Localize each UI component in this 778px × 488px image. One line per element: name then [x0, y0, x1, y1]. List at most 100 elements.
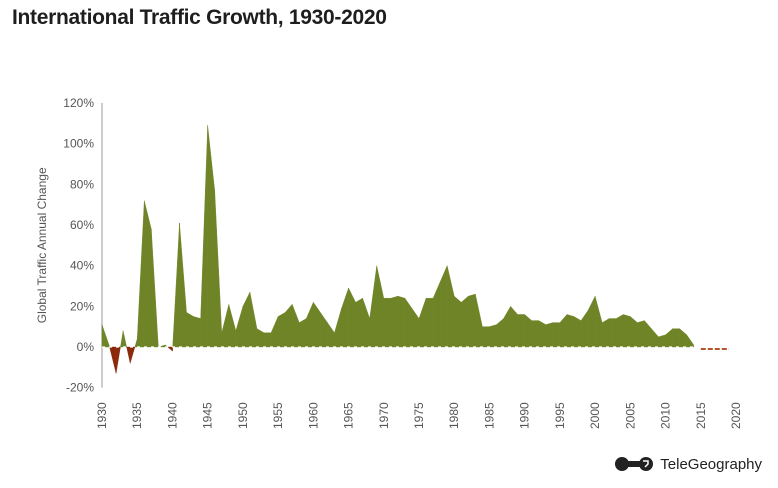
y-tick-label: 60%	[70, 218, 94, 232]
positive-area-segment	[327, 321, 335, 348]
positive-area-segment	[134, 338, 138, 348]
negative-area-segment	[115, 346, 121, 374]
positive-area-segment	[531, 320, 539, 348]
positive-area-segment	[637, 320, 645, 348]
positive-area-segment	[439, 265, 448, 348]
x-tick-label: 1960	[306, 402, 320, 429]
x-tick-label: 1955	[271, 402, 285, 429]
x-tick-label: 1940	[165, 402, 179, 429]
positive-area-segment	[397, 295, 406, 348]
x-tick-label: 1985	[482, 402, 496, 429]
positive-area-segment	[468, 293, 476, 348]
positive-area-segment	[475, 294, 483, 348]
positive-area-segment	[313, 301, 321, 348]
positive-area-segment	[594, 296, 603, 348]
positive-area-segment	[193, 316, 201, 348]
negative-area-segment	[167, 346, 173, 352]
positive-area-segment	[292, 304, 300, 348]
x-tick-label: 2020	[729, 402, 743, 429]
x-tick-label: 2005	[623, 402, 637, 429]
negative-area-segment	[126, 346, 131, 364]
positive-area-segment	[538, 320, 546, 348]
positive-area-segment	[404, 297, 413, 348]
positive-area-segment	[651, 328, 659, 348]
positive-area-segment	[665, 328, 673, 348]
positive-area-segment	[200, 125, 208, 348]
positive-area-segment	[355, 297, 363, 348]
x-tick-label: 1930	[95, 402, 109, 429]
positive-area-segment	[151, 229, 159, 348]
positive-area-segment	[144, 200, 152, 348]
positive-area-segment	[263, 332, 272, 348]
positive-area-segment	[383, 298, 392, 348]
y-tick-label: -20%	[66, 381, 94, 395]
positive-area-segment	[362, 298, 370, 348]
positive-area-segment	[432, 281, 441, 348]
positive-area-segment	[348, 287, 356, 348]
positive-area-segment	[299, 318, 307, 348]
positive-area-segment	[559, 313, 568, 348]
x-tick-label: 1990	[518, 402, 532, 429]
positive-area-segment	[376, 265, 384, 348]
positive-area-segment	[411, 307, 420, 348]
positive-area-segment	[179, 222, 187, 348]
positive-area-segment	[270, 316, 279, 348]
positive-area-segment	[101, 324, 110, 348]
x-tick-label: 1950	[236, 402, 250, 429]
positive-area-segment	[623, 314, 631, 348]
x-tick-label: 2015	[694, 402, 708, 429]
positive-area-segment	[249, 292, 258, 348]
positive-area-segment	[517, 314, 525, 348]
positive-area-segment	[446, 265, 455, 348]
positive-area-segment	[461, 295, 469, 348]
positive-area-segment	[369, 265, 377, 348]
positive-area-segment	[482, 326, 490, 348]
positive-area-segment	[120, 330, 124, 348]
positive-area-segment	[242, 292, 251, 348]
positive-area-segment	[566, 314, 575, 348]
positive-area-segment	[679, 328, 687, 348]
positive-area-segment	[207, 125, 215, 348]
positive-area-segment	[510, 305, 518, 348]
positive-area-segment	[587, 296, 596, 348]
positive-area-segment	[214, 190, 222, 348]
positive-area-segment	[277, 312, 286, 348]
logo-text: TeleGeography	[660, 455, 762, 473]
x-tick-label: 1945	[201, 402, 215, 429]
negative-area-segment	[109, 346, 117, 374]
positive-area-segment	[672, 328, 680, 348]
positive-area-segment	[122, 330, 127, 348]
positive-area-segment	[235, 306, 244, 348]
positive-area-segment	[545, 322, 554, 348]
positive-area-segment	[306, 302, 314, 348]
positive-area-segment	[644, 320, 652, 348]
positive-area-segment	[552, 322, 561, 348]
x-tick-label: 1995	[553, 402, 567, 429]
telegeography-logo: TeleGeography	[614, 455, 762, 473]
positive-area-segment	[341, 287, 349, 348]
y-tick-label: 40%	[70, 259, 94, 273]
positive-area-segment	[186, 312, 194, 348]
positive-area-segment	[503, 305, 511, 348]
x-tick-label: 2000	[588, 402, 602, 429]
y-tick-label: 80%	[70, 177, 94, 191]
positive-area-segment	[630, 316, 638, 348]
positive-area-segment	[580, 309, 589, 348]
positive-area-segment	[658, 334, 666, 348]
positive-area-segment	[425, 298, 434, 348]
positive-area-segment	[221, 304, 229, 348]
positive-area-segment	[686, 334, 694, 348]
x-tick-label: 2010	[659, 402, 673, 429]
positive-area-segment	[601, 318, 610, 348]
y-tick-label: 120%	[63, 96, 94, 110]
positive-area-segment	[390, 295, 399, 348]
y-axis-label: Global Traffic Annual Change	[35, 167, 49, 323]
x-tick-label: 1980	[447, 402, 461, 429]
x-tick-label: 1965	[342, 402, 356, 429]
x-tick-label: 1935	[130, 402, 144, 429]
y-tick-label: 0%	[77, 340, 95, 354]
positive-area-segment	[609, 318, 617, 348]
positive-area-segment	[320, 311, 328, 348]
positive-area-segment	[137, 200, 145, 348]
